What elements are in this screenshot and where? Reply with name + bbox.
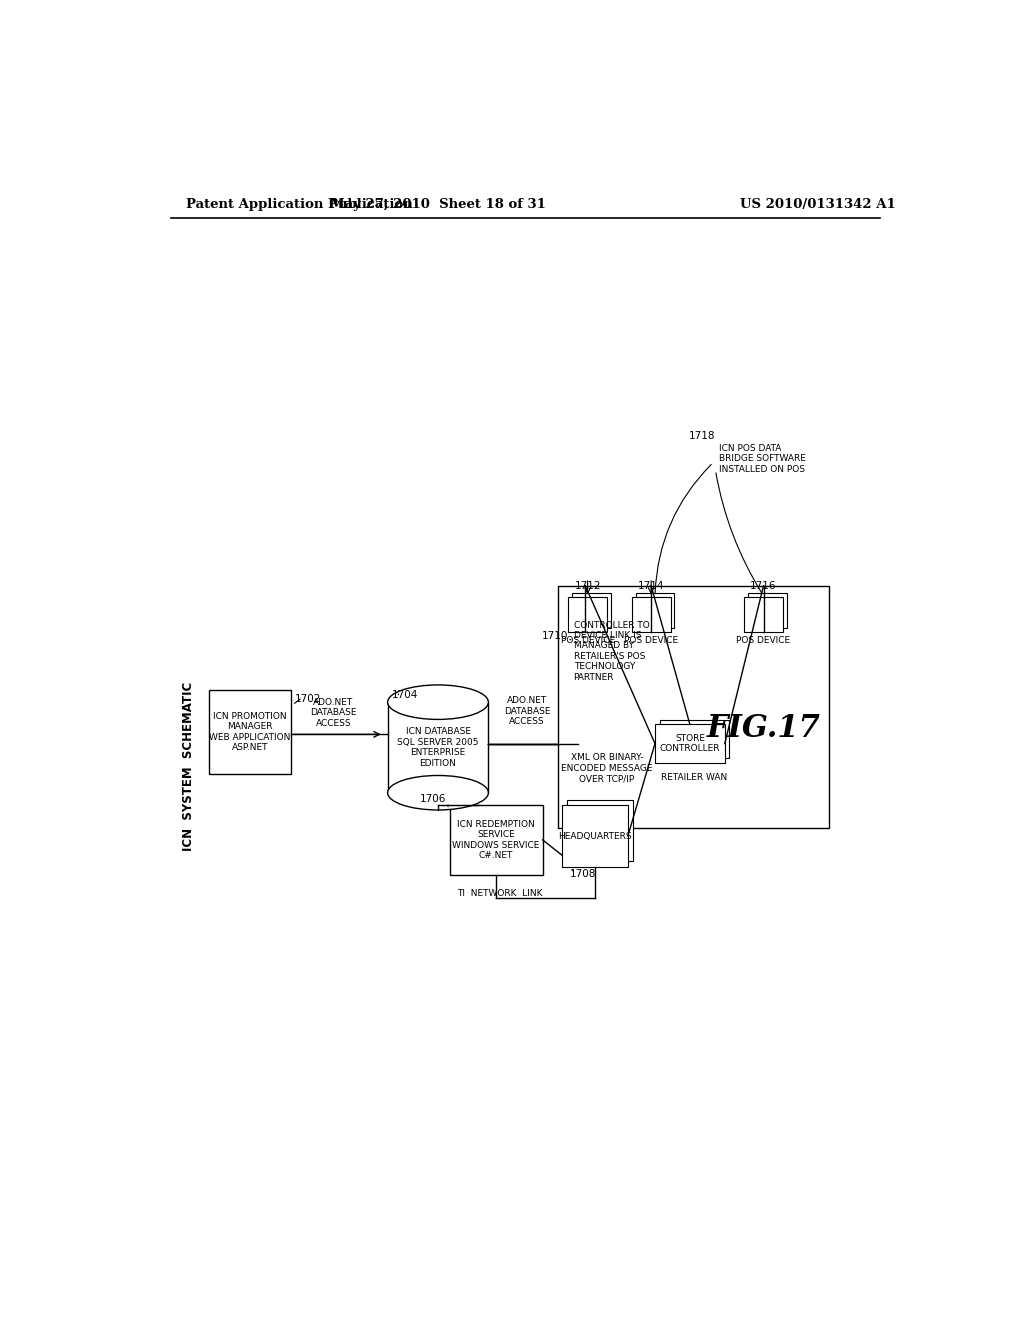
Text: POS DEVICE: POS DEVICE	[560, 636, 614, 644]
Text: ADO.NET
DATABASE
ACCESS: ADO.NET DATABASE ACCESS	[310, 698, 356, 727]
FancyBboxPatch shape	[209, 689, 291, 775]
FancyBboxPatch shape	[748, 594, 786, 628]
FancyBboxPatch shape	[632, 598, 671, 632]
FancyBboxPatch shape	[568, 598, 607, 632]
FancyBboxPatch shape	[567, 800, 633, 862]
FancyBboxPatch shape	[388, 702, 488, 793]
Text: HEADQUARTERS: HEADQUARTERS	[558, 832, 632, 841]
FancyBboxPatch shape	[450, 805, 543, 875]
Text: 1714: 1714	[638, 581, 665, 591]
FancyBboxPatch shape	[659, 719, 729, 758]
Text: TI  NETWORK  LINK: TI NETWORK LINK	[458, 890, 543, 898]
FancyBboxPatch shape	[636, 594, 675, 628]
FancyBboxPatch shape	[655, 725, 725, 763]
Text: FIG.17: FIG.17	[707, 713, 820, 743]
Text: 1704: 1704	[391, 689, 418, 700]
Text: ICN  SYSTEM  SCHEMATIC: ICN SYSTEM SCHEMATIC	[182, 682, 195, 851]
FancyBboxPatch shape	[572, 594, 611, 628]
Text: XML OR BINARY-
ENCODED MESSAGE
OVER TCP/IP: XML OR BINARY- ENCODED MESSAGE OVER TCP/…	[561, 754, 652, 783]
Text: ICN REDEMPTION
SERVICE
WINDOWS SERVICE
C#.NET: ICN REDEMPTION SERVICE WINDOWS SERVICE C…	[453, 820, 540, 859]
Text: Patent Application Publication: Patent Application Publication	[186, 198, 413, 211]
Text: ICN DATABASE
SQL SERVER 2005
ENTERPRISE
EDITION: ICN DATABASE SQL SERVER 2005 ENTERPRISE …	[397, 727, 479, 767]
Text: 1710: 1710	[542, 631, 568, 640]
Text: POS DEVICE: POS DEVICE	[736, 636, 791, 644]
Text: 1706: 1706	[420, 793, 445, 804]
Text: US 2010/0131342 A1: US 2010/0131342 A1	[740, 198, 896, 211]
Text: POS DEVICE: POS DEVICE	[624, 636, 678, 644]
FancyBboxPatch shape	[562, 805, 628, 867]
Text: 1702: 1702	[295, 693, 321, 704]
FancyBboxPatch shape	[744, 598, 783, 632]
Text: RETAILER WAN: RETAILER WAN	[660, 774, 727, 781]
Text: 1708: 1708	[569, 869, 596, 879]
Text: May 27, 2010  Sheet 18 of 31: May 27, 2010 Sheet 18 of 31	[330, 198, 546, 211]
Text: 1718: 1718	[689, 430, 716, 441]
Ellipse shape	[388, 775, 488, 810]
Ellipse shape	[388, 685, 488, 719]
Text: 1712: 1712	[574, 581, 601, 591]
Text: ICN PROMOTION
MANAGER
WEB APPLICATION
ASP.NET: ICN PROMOTION MANAGER WEB APPLICATION AS…	[209, 711, 291, 752]
Text: ADO.NET
DATABASE
ACCESS: ADO.NET DATABASE ACCESS	[504, 697, 550, 726]
Text: CONTROLLER TO
DEVICE LINK IS
MANAGED BY
RETAILER'S POS
TECHNOLOGY
PARTNER: CONTROLLER TO DEVICE LINK IS MANAGED BY …	[573, 620, 649, 681]
Text: ICN POS DATA
BRIDGE SOFTWARE
INSTALLED ON POS: ICN POS DATA BRIDGE SOFTWARE INSTALLED O…	[719, 444, 806, 474]
Text: STORE
CONTROLLER: STORE CONTROLLER	[659, 734, 720, 754]
Text: 1716: 1716	[751, 581, 777, 591]
